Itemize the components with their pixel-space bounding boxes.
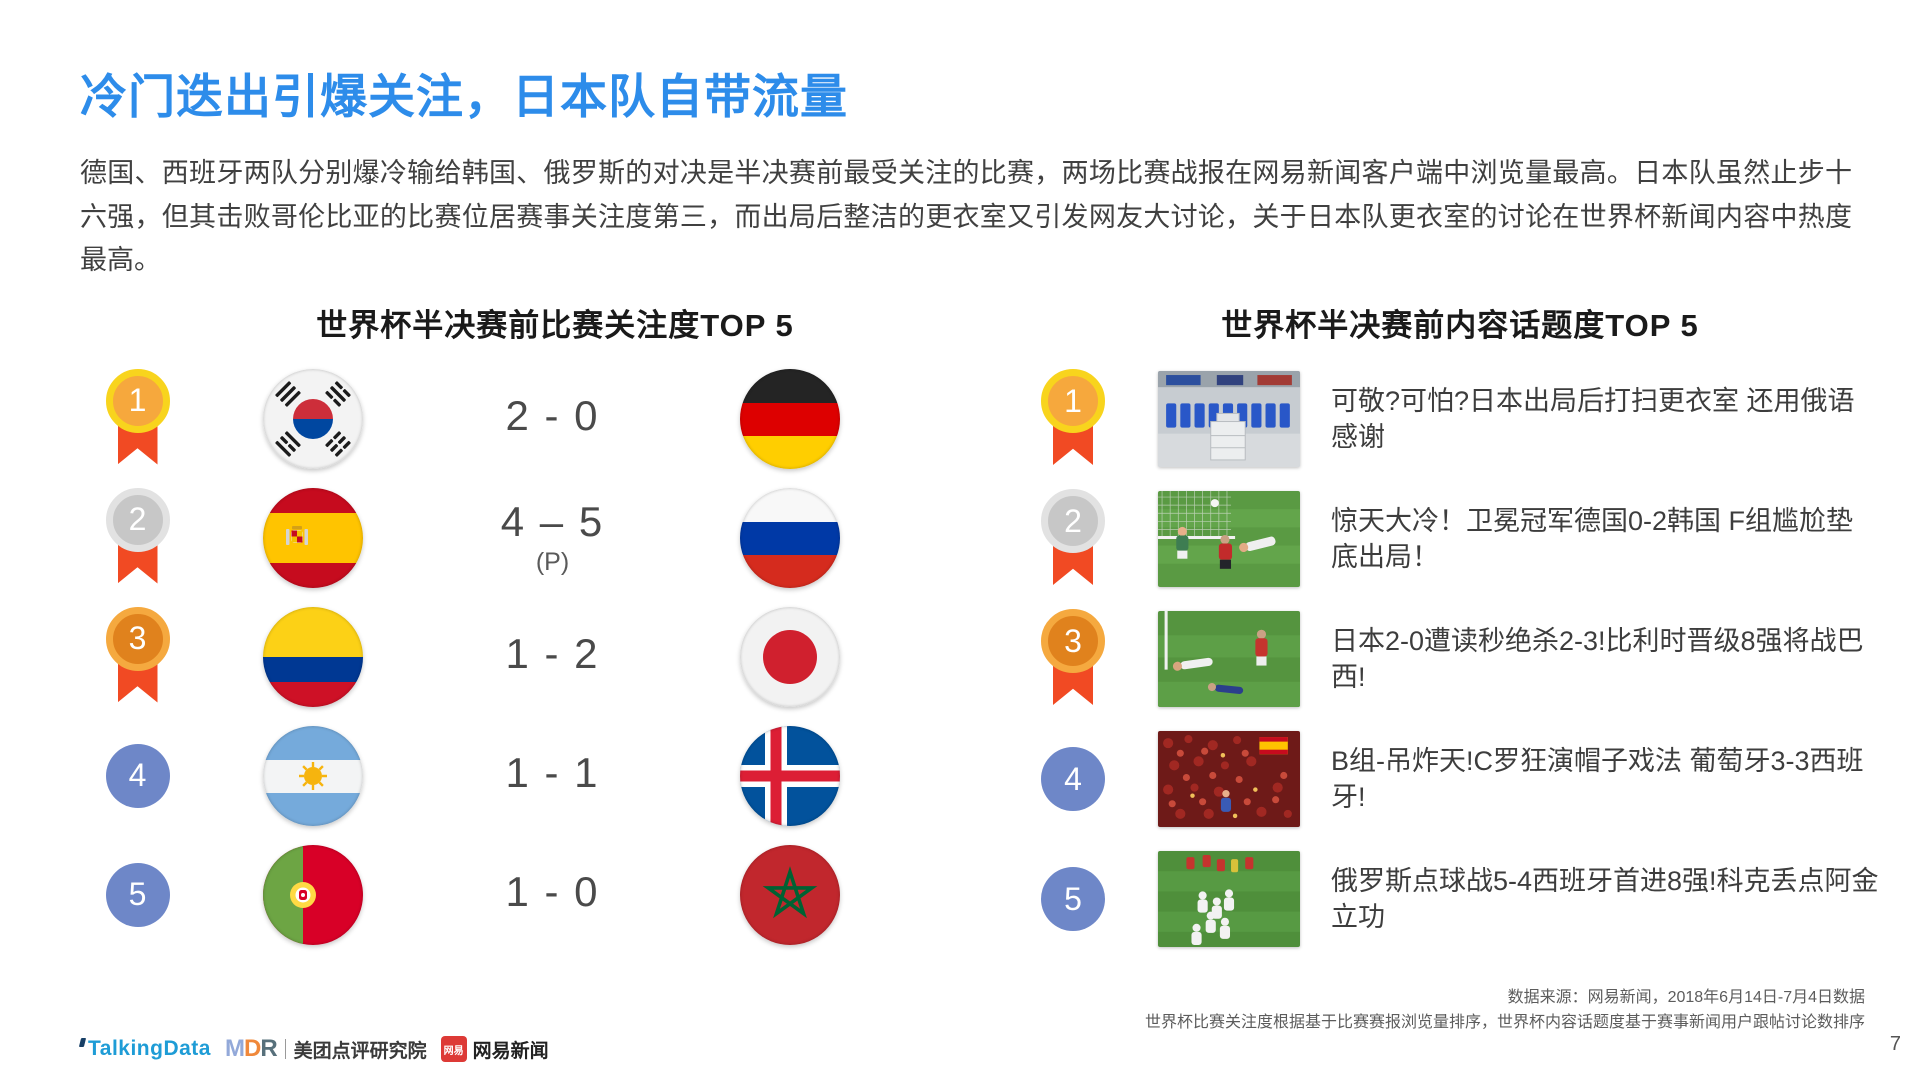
rank-number: 3 <box>128 620 147 656</box>
rank-number: 2 <box>1064 502 1082 539</box>
score-value: 2 - 0 <box>505 392 600 440</box>
netease-news-label: 网易新闻 <box>472 1040 549 1062</box>
rank-number: 5 <box>128 876 147 912</box>
rank-5-badge: 5 <box>105 862 171 927</box>
japan-belgium-match-photo <box>1157 611 1300 707</box>
flag-portugal-icon <box>262 844 363 945</box>
data-source-note: 数据来源：网易新闻，2018年6月14日-7月4日数据 世界杯比赛关注度根据基于… <box>1145 986 1865 1036</box>
silver-medal-icon: 2 <box>105 487 170 552</box>
rank-1-medal-icon: 1 <box>105 368 171 469</box>
rank-2-medal-icon: 2 <box>105 487 171 588</box>
rank-number: 3 <box>1064 622 1082 659</box>
topic-heat-panel: 世界杯半决赛前内容话题度TOP 5 1 <box>1040 300 1880 959</box>
flag-japan-icon <box>740 606 840 707</box>
mdr-letter-d: D <box>243 1035 261 1062</box>
netease-news-logo: 网易 网易新闻 <box>440 1036 549 1063</box>
score-value: 1 - 2 <box>505 630 600 678</box>
flag-germany-icon <box>740 368 840 469</box>
rank-number: 2 <box>128 501 147 537</box>
score-value: 4 – 5 <box>500 497 605 545</box>
mdr-letter-m: M <box>224 1035 245 1062</box>
topic-row: 3 日本2-0遭读秒绝杀2-3!比利时晋级8强将战巴西! <box>1040 599 1880 719</box>
match-attention-heading: 世界杯半决赛前比赛关注度TOP 5 <box>316 308 794 343</box>
match-row: 2 <box>80 478 1030 597</box>
gold-medal-icon: 1 <box>1041 369 1105 433</box>
mdr-org-name: 美团点评研究院 <box>293 1040 427 1062</box>
topic-headline: 惊天大冷！卫冕冠军德国0-2韩国 F组尴尬垫底出局！ <box>1331 505 1854 572</box>
mdr-letter-r: R <box>260 1035 277 1062</box>
page-number: 7 <box>1889 1033 1901 1055</box>
gold-medal-icon: 1 <box>105 368 170 433</box>
topic-headline: 可敬?可怕?日本出局后打扫更衣室 还用俄语感谢 <box>1331 385 1855 452</box>
rank-1-medal-icon: 1 <box>1040 369 1106 469</box>
score: 1 - 2 <box>505 631 599 681</box>
rank-3-medal-icon: 3 <box>105 606 171 707</box>
match-row: 3 1 - 2 <box>80 597 1030 716</box>
rank-number: 4 <box>128 757 147 793</box>
rank-number: 4 <box>1064 760 1082 797</box>
footer-logos: TalkingData M D R 美团点评研究院 网易 网易新闻 <box>78 1034 549 1064</box>
topic-headline: 日本2-0遭读秒绝杀2-3!比利时晋级8强将战巴西! <box>1331 625 1864 692</box>
flag-south-korea-icon <box>262 368 363 469</box>
rank-circle: 5 <box>1041 867 1105 931</box>
rank-4-badge: 4 <box>1040 747 1106 811</box>
rank-number: 1 <box>128 382 147 418</box>
flag-spain-icon <box>262 487 363 588</box>
content-panels: 世界杯半决赛前比赛关注度TOP 5 1 <box>0 300 1921 959</box>
intro-paragraph: 德国、西班牙两队分别爆冷输给韩国、俄罗斯的对决是半决赛前最受关注的比赛，两场比赛… <box>80 158 1852 276</box>
rank-3-medal-icon: 3 <box>1040 609 1106 709</box>
topic-row: 4 <box>1040 719 1880 839</box>
talkingdata-wordmark: TalkingData <box>88 1037 211 1060</box>
portugal-spain-crowd-photo <box>1157 731 1300 827</box>
germany-korea-goal-photo <box>1157 491 1300 587</box>
topic-row: 1 <box>1040 359 1880 479</box>
topic-headline: B组-吊炸天!C罗狂演帽子戏法 葡萄牙3-3西班牙! <box>1331 745 1864 812</box>
topic-row: 5 <box>1040 839 1880 959</box>
score-value: 1 - 0 <box>505 868 600 916</box>
topic-row: 2 <box>1040 479 1880 599</box>
flag-colombia-icon <box>262 606 363 707</box>
flag-morocco-icon <box>740 844 840 945</box>
page-title: 冷门迭出引爆关注，日本队自带流量 <box>80 70 848 123</box>
score-note: (P) <box>535 547 570 576</box>
match-row: 4 1 - 1 <box>80 716 1030 835</box>
bronze-medal-icon: 3 <box>1041 609 1105 673</box>
flag-iceland-icon <box>740 725 840 826</box>
silver-medal-icon: 2 <box>1041 489 1105 553</box>
rank-circle: 5 <box>105 862 170 927</box>
meituan-dianping-research-logo: M D R 美团点评研究院 <box>225 1035 427 1063</box>
score: 4 – 5 (P) <box>500 497 605 577</box>
match-row: 1 <box>80 359 1030 478</box>
source-line-1: 数据来源：网易新闻，2018年6月14日-7月4日数据 <box>1507 989 1865 1007</box>
source-line-2: 世界杯比赛关注度根据基于比赛赛报浏览量排序，世界杯内容话题度基于赛事新闻用户跟帖… <box>1144 1014 1865 1032</box>
flag-russia-icon <box>740 487 840 588</box>
netease-badge-icon: 网易 <box>440 1036 467 1062</box>
match-attention-panel: 世界杯半决赛前比赛关注度TOP 5 1 <box>80 300 1030 959</box>
score: 1 - 1 <box>505 750 599 800</box>
topic-heat-heading: 世界杯半决赛前内容话题度TOP 5 <box>1221 308 1699 343</box>
russia-spain-penalty-photo <box>1157 851 1300 947</box>
rank-number: 1 <box>1064 382 1082 419</box>
rank-circle: 4 <box>105 743 170 808</box>
topic-headline: 俄罗斯点球战5-4西班牙首进8强!科克丢点阿金立功 <box>1331 865 1879 932</box>
talkingdata-tick-icon <box>78 1038 87 1047</box>
rank-2-medal-icon: 2 <box>1040 489 1106 589</box>
logo-divider <box>284 1039 286 1059</box>
rank-5-badge: 5 <box>1040 867 1106 931</box>
score: 1 - 0 <box>505 869 599 919</box>
japan-locker-room-photo <box>1157 371 1300 467</box>
score-value: 1 - 1 <box>505 749 600 797</box>
flag-argentina-icon <box>262 725 363 826</box>
rank-number: 5 <box>1064 880 1082 917</box>
talkingdata-logo: TalkingData <box>78 1037 211 1061</box>
score: 2 - 0 <box>505 393 599 443</box>
rank-circle: 4 <box>1041 747 1105 811</box>
match-row: 5 1 - 0 <box>80 835 1030 954</box>
rank-4-badge: 4 <box>105 743 171 808</box>
bronze-medal-icon: 3 <box>105 606 170 671</box>
